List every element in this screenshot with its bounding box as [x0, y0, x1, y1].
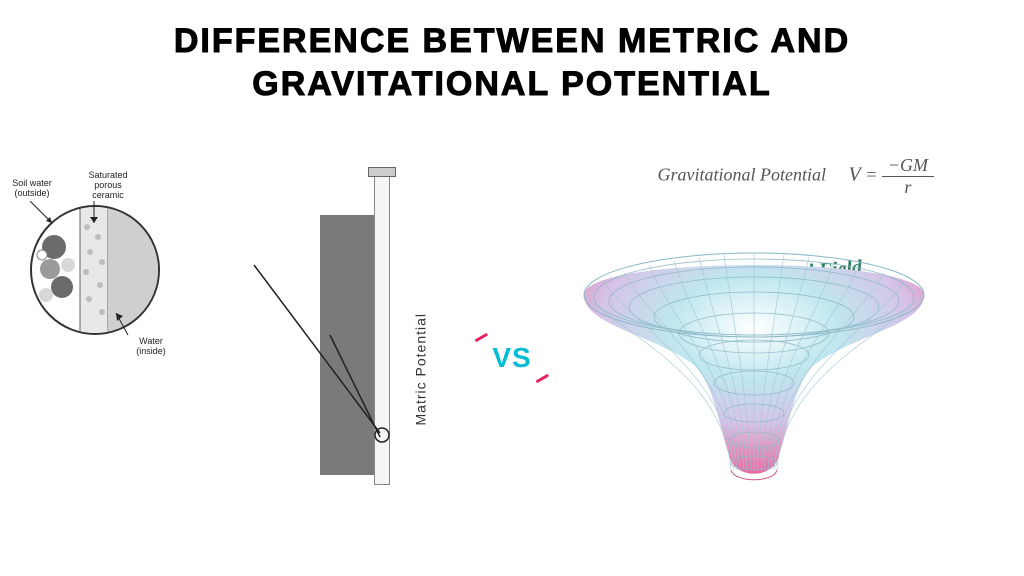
- vs-badge: VS: [492, 342, 531, 374]
- comparison-content: Matric Potential: [0, 105, 1024, 565]
- title-line-1: DIFFERENCE BETWEEN METRIC AND: [174, 22, 850, 60]
- gravitational-well-diagram: [554, 225, 954, 505]
- water-inside-label: Water (inside): [126, 337, 176, 357]
- leader-lines: [220, 225, 420, 455]
- vs-text: VS: [492, 342, 531, 373]
- arrow-icon: [114, 311, 134, 337]
- gravitational-potential-panel: Gravitational Potential V = −GM r Gravit…: [534, 145, 954, 495]
- magnifier-view: Soil water (outside) Saturated porous ce…: [30, 205, 160, 335]
- soil-water-label: Soil water (outside): [2, 179, 62, 199]
- formula-denominator: r: [882, 177, 934, 198]
- formula-lhs: V: [848, 164, 860, 186]
- tensiometer-diagram: [300, 165, 410, 495]
- formula-numerator: −GM: [882, 155, 934, 177]
- matric-potential-panel: Matric Potential: [110, 145, 440, 515]
- arrow-icon: [30, 201, 60, 231]
- tensiometer-cap: [368, 167, 396, 177]
- vs-dash-top: [475, 333, 489, 343]
- arrow-icon: [88, 201, 108, 229]
- formula-label: Gravitational Potential: [657, 165, 826, 185]
- gravitational-formula: Gravitational Potential V = −GM r: [657, 155, 934, 198]
- title-line-2: GRAVITATIONAL POTENTIAL: [252, 65, 771, 103]
- ceramic-label: Saturated porous ceramic: [78, 171, 138, 201]
- page-title: DIFFERENCE BETWEEN METRIC AND GRAVITATIO…: [0, 0, 1024, 105]
